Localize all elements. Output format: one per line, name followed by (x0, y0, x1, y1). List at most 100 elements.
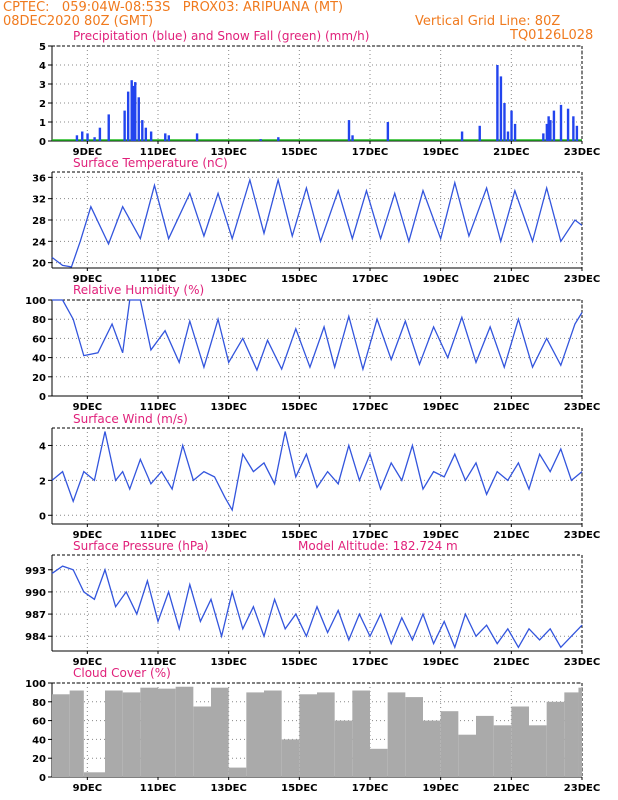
cloud-bar (493, 725, 512, 777)
y-tick-label: 20 (32, 259, 46, 270)
x-tick-label: 23DEC (564, 402, 600, 413)
x-tick-label: 23DEC (564, 274, 600, 285)
series-line (51, 431, 583, 512)
cloud-bar (440, 711, 459, 777)
y-tick-label: 993 (25, 566, 46, 577)
precip-bar (86, 133, 89, 141)
x-tick-label: 15DEC (281, 147, 317, 158)
x-tick-label: 11DEC (140, 530, 176, 541)
x-tick-label: 17DEC (352, 657, 388, 668)
x-tick-label: 9DEC (73, 402, 102, 413)
y-tick-label: 100 (25, 296, 46, 307)
precip-bar (559, 104, 563, 141)
cloud-bar (352, 690, 370, 777)
cloud-bar (299, 694, 317, 777)
x-tick-label: 19DEC (422, 274, 458, 285)
precip-bar (547, 116, 550, 141)
cloud-bar (69, 690, 84, 777)
precip-bar (503, 103, 506, 141)
y-tick-label: 0 (39, 137, 46, 148)
y-tick-label: 1 (39, 118, 46, 129)
x-tick-label: 15DEC (281, 402, 317, 413)
precip-bar (510, 110, 513, 141)
x-tick-label: 11DEC (140, 657, 176, 668)
cloud-bar (140, 687, 158, 777)
x-tick-label: 23DEC (564, 783, 600, 794)
precip-bar (123, 110, 126, 141)
x-tick-label: 21DEC (493, 147, 529, 158)
x-tick-label: 17DEC (352, 147, 388, 158)
precip-bar (164, 133, 167, 141)
x-tick-label: 17DEC (352, 530, 388, 541)
y-tick-label: 24 (32, 237, 46, 248)
cloud-bar (529, 725, 547, 777)
x-tick-label: 21DEC (493, 530, 529, 541)
series-line (51, 177, 583, 268)
precip-bar (506, 131, 510, 141)
x-tick-label: 17DEC (352, 402, 388, 413)
cloud-bar (158, 688, 176, 777)
y-tick-label: 5 (39, 42, 46, 53)
y-tick-label: 2 (39, 99, 46, 110)
humidity-title: Relative Humidity (%) (73, 283, 205, 297)
x-tick-label: 21DEC (493, 274, 529, 285)
cloud-bar (193, 706, 211, 777)
precip-bar (134, 82, 137, 141)
precip-bar (542, 133, 545, 141)
x-tick-label: 13DEC (210, 147, 246, 158)
y-tick-label: 0 (39, 511, 46, 522)
cloud-bar (105, 690, 123, 777)
precip-bar (499, 76, 503, 141)
x-tick-label: 23DEC (564, 530, 600, 541)
cloud-bar (423, 720, 441, 777)
precip-bar (98, 127, 102, 141)
cloud-bar (175, 686, 194, 777)
x-tick-label: 23DEC (564, 657, 600, 668)
x-tick-label: 13DEC (210, 783, 246, 794)
precip-bar (132, 85, 135, 141)
y-tick-label: 60 (32, 334, 46, 345)
y-tick-label: 80 (32, 315, 46, 326)
y-tick-label: 2 (39, 476, 46, 487)
x-tick-label: 13DEC (210, 402, 246, 413)
precip-bar (144, 127, 148, 141)
y-tick-label: 32 (32, 195, 46, 206)
x-tick-label: 15DEC (281, 657, 317, 668)
precip-bar (167, 135, 170, 141)
x-tick-label: 9DEC (73, 657, 102, 668)
precip-bar (107, 114, 110, 141)
cloud-bar (578, 687, 582, 777)
precip-bar (566, 108, 570, 141)
y-tick-label: 20 (32, 373, 46, 384)
x-tick-label: 13DEC (210, 657, 246, 668)
cloud-bar (511, 706, 529, 777)
cloud-title: Cloud Cover (%) (73, 666, 171, 680)
cloud-bar (564, 692, 579, 777)
y-tick-label: 0 (39, 773, 46, 784)
header-grid-line: Vertical Grid Line: 80Z (415, 14, 561, 29)
y-tick-label: 28 (32, 216, 46, 227)
precip-bar (478, 125, 481, 141)
precip-bar (572, 116, 575, 141)
x-tick-label: 23DEC (564, 147, 600, 158)
cloud-bar (317, 692, 335, 777)
y-tick-label: 80 (32, 698, 46, 709)
wind-title: Surface Wind (m/s) (73, 412, 188, 426)
x-tick-label: 19DEC (422, 657, 458, 668)
precip-bar (195, 133, 199, 141)
header-model-id: TQ0126L028 (510, 28, 594, 43)
x-tick-label: 15DEC (281, 530, 317, 541)
cloud-bar (405, 697, 423, 777)
x-tick-label: 9DEC (73, 783, 102, 794)
x-tick-label: 11DEC (140, 147, 176, 158)
header-run-time: 08DEC2020 80Z (GMT) (3, 14, 154, 29)
cloud-bar (52, 694, 70, 777)
y-tick-label: 987 (25, 610, 46, 621)
precip-bar (347, 120, 351, 141)
y-tick-label: 990 (25, 588, 46, 599)
x-tick-label: 11DEC (140, 402, 176, 413)
precip-bar (141, 120, 144, 141)
x-tick-label: 19DEC (422, 783, 458, 794)
y-tick-label: 20 (32, 754, 46, 765)
y-tick-label: 984 (25, 632, 46, 643)
